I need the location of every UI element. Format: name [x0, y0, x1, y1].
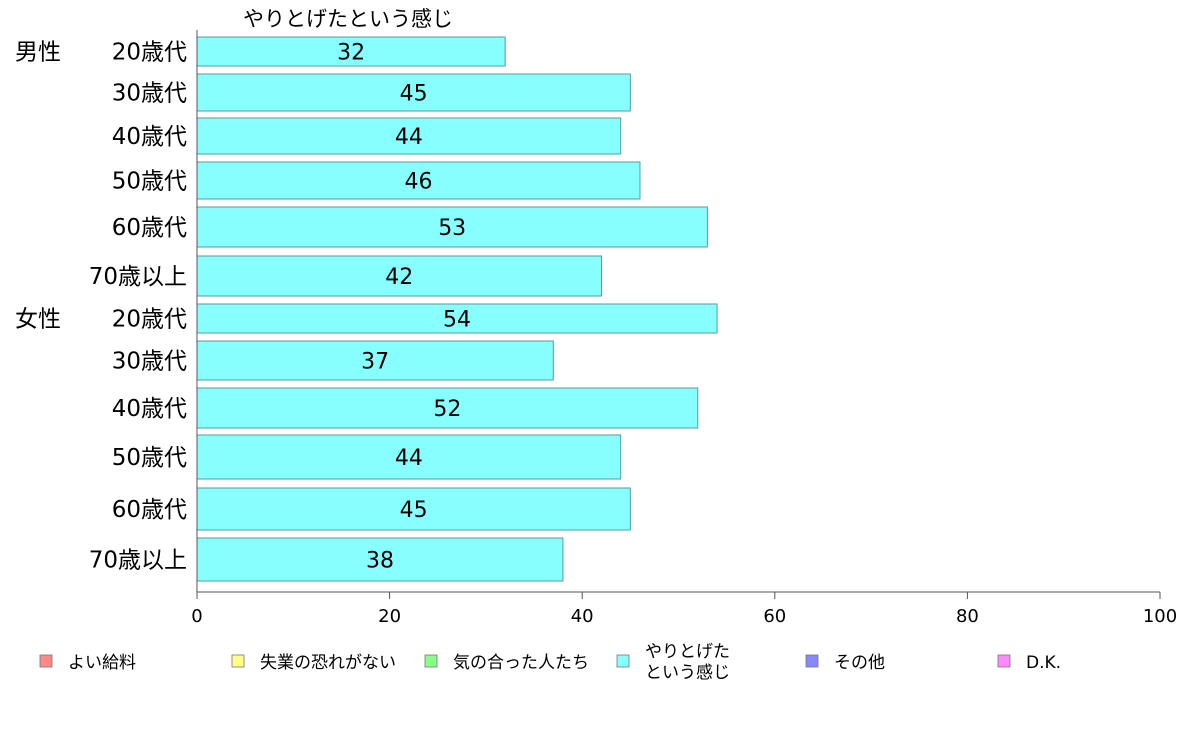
category-label: 40歳代 — [112, 124, 187, 150]
legend-swatch — [231, 654, 245, 668]
chart-title: やりとげたという感じ — [243, 7, 453, 31]
x-axis: 0 20 40 60 80 100 — [191, 30, 1177, 627]
legend: よい給料 失業の恐れがない 気の合った人たち やりとげたという感じ その他 D.K. — [39, 642, 1061, 683]
category-label: 70歳以上 — [89, 264, 187, 290]
legend-swatch — [39, 654, 53, 668]
legend-label: やりとげたという感じ — [645, 642, 730, 683]
category-label: 50歳代 — [112, 445, 187, 471]
group-label: 男性 — [15, 40, 61, 66]
legend-swatch — [616, 654, 630, 668]
bar — [196, 73, 631, 112]
bar — [196, 36, 506, 67]
legend-swatch — [997, 654, 1011, 668]
x-tick-label: 0 — [191, 606, 202, 627]
legend-label: よい給料 — [68, 653, 136, 673]
category-label: 30歳代 — [112, 349, 187, 375]
group-label: 女性 — [15, 307, 61, 333]
legend-label: 失業の恐れがない — [260, 653, 396, 673]
bar-value-label: 52 — [433, 397, 461, 422]
bar — [196, 434, 622, 480]
bar — [196, 117, 622, 155]
bar-value-label: 37 — [361, 350, 389, 375]
x-tick-label: 40 — [571, 606, 594, 627]
category-label: 40歳代 — [112, 396, 187, 422]
bar — [196, 303, 718, 334]
bar-value-label: 44 — [395, 125, 423, 150]
bar — [196, 487, 631, 531]
category-label: 30歳代 — [112, 81, 187, 107]
bar — [196, 537, 564, 582]
x-tick-label: 100 — [1143, 606, 1177, 627]
legend-label: D.K. — [1026, 653, 1061, 673]
bar — [196, 206, 708, 248]
bar-value-label: 46 — [404, 170, 432, 195]
category-label: 70歳以上 — [89, 548, 187, 574]
bar-value-label: 44 — [395, 446, 423, 471]
category-label: 20歳代 — [112, 40, 187, 66]
bar — [196, 161, 641, 200]
bar-value-label: 38 — [366, 549, 394, 574]
bar — [196, 255, 602, 297]
category-label: 50歳代 — [112, 169, 187, 195]
bar-value-label: 45 — [400, 82, 428, 107]
bar-value-label: 42 — [385, 265, 413, 290]
bar-value-label: 54 — [443, 308, 471, 333]
legend-swatch — [424, 654, 438, 668]
bar-value-label: 45 — [400, 498, 428, 523]
legend-label: その他 — [834, 653, 885, 673]
category-label: 60歳代 — [112, 215, 187, 241]
bar-value-label: 32 — [337, 41, 365, 66]
x-tick-label: 80 — [956, 606, 979, 627]
legend-label: 気の合った人たち — [453, 653, 589, 673]
category-labels: 20歳代 30歳代 40歳代 50歳代 60歳代 70歳以上 20歳代 30歳代 40歳代 50歳… — [15, 40, 187, 574]
legend-swatch — [805, 654, 819, 668]
category-label: 60歳代 — [112, 497, 187, 523]
x-tick-label: 60 — [763, 606, 786, 627]
category-label: 20歳代 — [112, 307, 187, 333]
bar-value-label: 53 — [438, 216, 466, 241]
x-tick-label: 20 — [378, 606, 401, 627]
